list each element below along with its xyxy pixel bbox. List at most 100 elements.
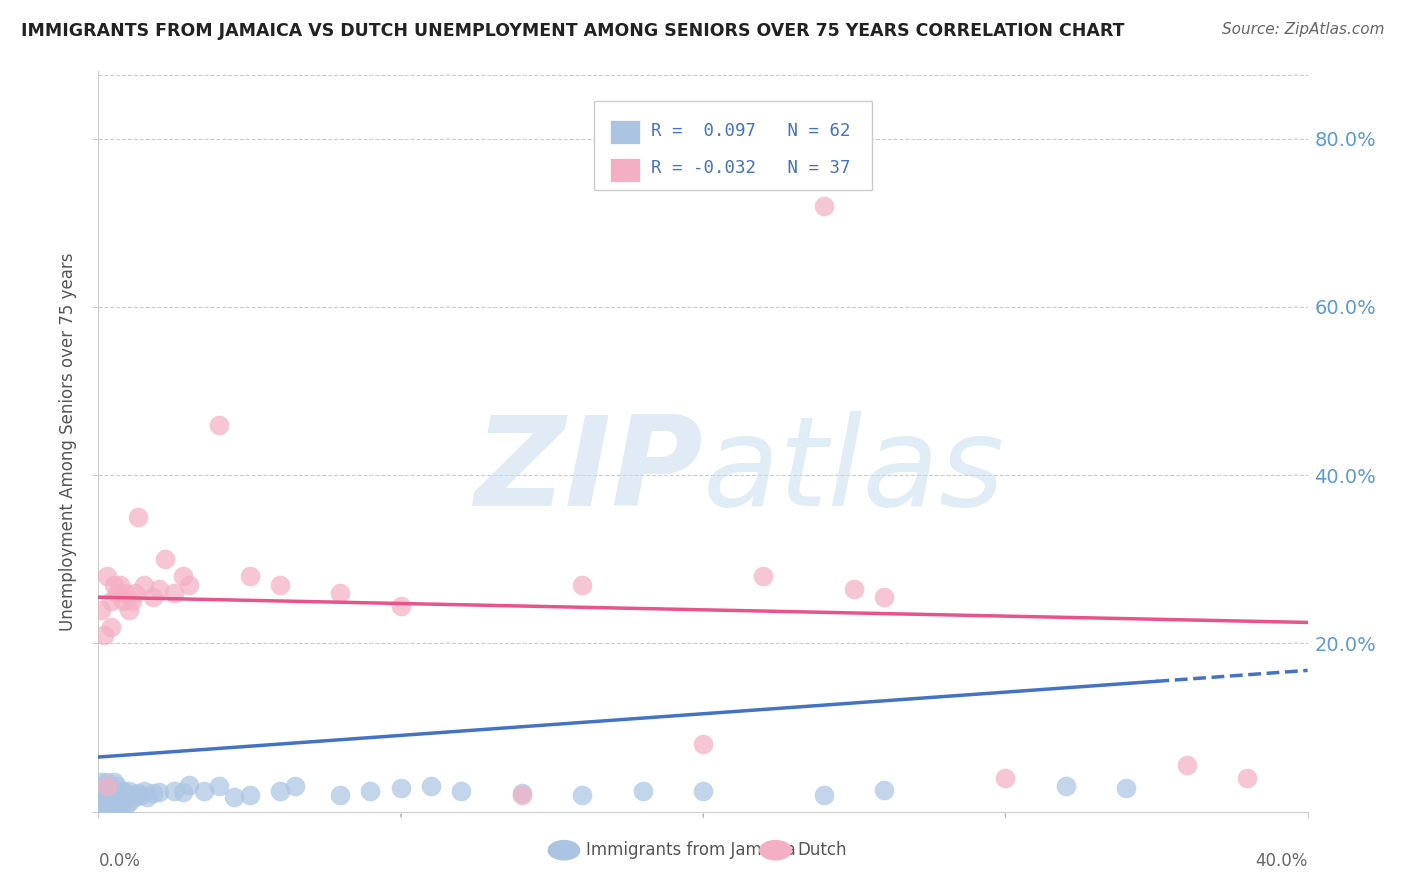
Point bbox=[132, 783, 155, 797]
Point bbox=[90, 603, 112, 617]
Point bbox=[108, 800, 131, 814]
Point bbox=[813, 788, 835, 802]
Point bbox=[172, 569, 194, 583]
Point bbox=[111, 797, 134, 811]
Point bbox=[420, 780, 443, 794]
Point bbox=[148, 785, 170, 799]
Point bbox=[103, 797, 125, 811]
Point bbox=[90, 783, 112, 797]
Point bbox=[90, 775, 112, 789]
Point bbox=[105, 780, 128, 794]
Point bbox=[193, 783, 215, 797]
Point bbox=[172, 785, 194, 799]
Point bbox=[208, 417, 231, 432]
Point bbox=[100, 594, 122, 608]
Point bbox=[269, 783, 291, 797]
Text: R =  0.097   N = 62: R = 0.097 N = 62 bbox=[651, 121, 851, 140]
Y-axis label: Unemployment Among Seniors over 75 years: Unemployment Among Seniors over 75 years bbox=[59, 252, 77, 631]
FancyBboxPatch shape bbox=[595, 101, 872, 190]
Point bbox=[1115, 781, 1137, 796]
Point bbox=[1054, 780, 1077, 794]
Point bbox=[108, 795, 131, 809]
Point bbox=[103, 800, 125, 814]
Point bbox=[124, 789, 146, 804]
Point bbox=[129, 788, 152, 802]
Point bbox=[873, 590, 896, 604]
Point bbox=[111, 783, 134, 797]
Point bbox=[93, 788, 115, 802]
Text: 40.0%: 40.0% bbox=[1256, 853, 1308, 871]
Point bbox=[121, 594, 143, 608]
Point bbox=[450, 783, 472, 797]
Point bbox=[329, 586, 352, 600]
Point bbox=[118, 795, 141, 809]
Point bbox=[124, 586, 146, 600]
Point bbox=[127, 510, 149, 524]
Point bbox=[142, 590, 165, 604]
Point bbox=[103, 792, 125, 806]
Text: Source: ZipAtlas.com: Source: ZipAtlas.com bbox=[1222, 22, 1385, 37]
Point bbox=[360, 783, 382, 797]
Point bbox=[571, 577, 593, 591]
Bar bbox=[610, 158, 640, 182]
Point bbox=[105, 797, 128, 812]
Point bbox=[100, 800, 122, 814]
Point bbox=[813, 199, 835, 213]
Point bbox=[96, 569, 118, 583]
Point bbox=[571, 788, 593, 802]
Point bbox=[127, 786, 149, 800]
Point bbox=[118, 783, 141, 797]
Point bbox=[389, 599, 412, 613]
Point bbox=[752, 569, 775, 583]
Point bbox=[100, 619, 122, 633]
Point bbox=[121, 788, 143, 802]
Point bbox=[96, 775, 118, 789]
Text: R = -0.032   N = 37: R = -0.032 N = 37 bbox=[651, 159, 851, 178]
Point bbox=[844, 582, 866, 596]
Point bbox=[118, 603, 141, 617]
Text: atlas: atlas bbox=[703, 410, 1005, 532]
Point bbox=[239, 788, 262, 802]
Point bbox=[163, 783, 186, 797]
Point bbox=[100, 783, 122, 797]
Point bbox=[132, 577, 155, 591]
Point bbox=[179, 778, 201, 792]
Text: ZIP: ZIP bbox=[474, 410, 703, 532]
Point bbox=[93, 628, 115, 642]
Point bbox=[284, 780, 307, 794]
Point bbox=[1236, 771, 1258, 785]
Point bbox=[105, 789, 128, 804]
Circle shape bbox=[759, 840, 792, 860]
Point bbox=[269, 577, 291, 591]
Point bbox=[163, 586, 186, 600]
Point bbox=[96, 788, 118, 802]
Point bbox=[114, 586, 136, 600]
Point bbox=[103, 577, 125, 591]
Point bbox=[96, 800, 118, 814]
Point bbox=[224, 789, 246, 804]
Point bbox=[510, 786, 533, 800]
Point bbox=[96, 797, 118, 811]
Point bbox=[111, 594, 134, 608]
Point bbox=[108, 577, 131, 591]
Point bbox=[873, 782, 896, 797]
Point bbox=[994, 771, 1017, 785]
Point bbox=[142, 786, 165, 800]
Point bbox=[96, 780, 118, 794]
Point bbox=[631, 783, 654, 797]
Circle shape bbox=[548, 840, 579, 860]
Point bbox=[90, 792, 112, 806]
Point bbox=[93, 797, 115, 811]
Point bbox=[90, 800, 112, 814]
Point bbox=[153, 552, 176, 566]
Point bbox=[114, 797, 136, 812]
Point bbox=[135, 789, 157, 804]
Text: IMMIGRANTS FROM JAMAICA VS DUTCH UNEMPLOYMENT AMONG SENIORS OVER 75 YEARS CORREL: IMMIGRANTS FROM JAMAICA VS DUTCH UNEMPLO… bbox=[21, 22, 1125, 40]
Point bbox=[93, 800, 115, 814]
Point bbox=[208, 780, 231, 794]
Point bbox=[105, 586, 128, 600]
Point bbox=[1175, 758, 1198, 772]
Point bbox=[103, 783, 125, 797]
Text: Immigrants from Jamaica: Immigrants from Jamaica bbox=[586, 841, 796, 859]
Point bbox=[329, 788, 352, 802]
